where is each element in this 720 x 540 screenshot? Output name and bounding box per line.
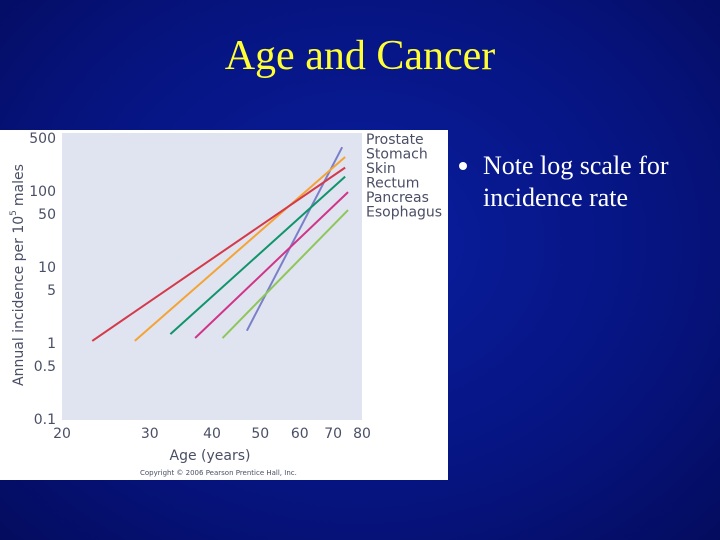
bullet: Note log scale for incidence rate — [455, 150, 720, 214]
series-line — [221, 209, 349, 339]
x-axis-title: Age (years) — [170, 448, 251, 464]
legend-label: Rectum — [366, 176, 419, 192]
y-tick-label: 500 — [29, 131, 56, 147]
legend-label: Stomach — [366, 147, 428, 163]
y-tick-label: 100 — [29, 184, 56, 200]
x-tick-label: 20 — [53, 426, 71, 442]
x-tick-label: 80 — [353, 426, 371, 442]
series-line — [246, 146, 344, 332]
series-line — [91, 166, 346, 342]
series-line — [194, 191, 349, 339]
legend-label: Pancreas — [366, 190, 429, 206]
x-tick-label: 60 — [291, 426, 309, 442]
slide-title: Age and Cancer — [224, 33, 496, 79]
plot-area — [62, 133, 362, 420]
y-tick-label: 0.5 — [34, 359, 56, 375]
y-tick-label: 0.1 — [34, 412, 56, 428]
x-tick-label: 30 — [141, 426, 159, 442]
y-tick-label: 5 — [47, 283, 56, 299]
y-tick-label: 10 — [38, 260, 56, 276]
y-axis-title-end: males — [11, 164, 27, 206]
x-tick-label: 70 — [324, 426, 342, 442]
y-axis-title: Annual incidence per 105 males — [9, 164, 28, 386]
y-axis-title-sup: 5 — [9, 210, 19, 216]
legend-label: Prostate — [366, 132, 424, 148]
y-tick-label: 1 — [47, 336, 56, 352]
y-tick-label: 50 — [38, 207, 56, 223]
series-line — [169, 175, 346, 335]
y-axis-title-main: Annual incidence per 10 — [11, 216, 27, 386]
legend-label: Esophagus — [366, 205, 442, 221]
x-tick-label: 40 — [203, 426, 221, 442]
legend-label: Skin — [366, 161, 396, 177]
x-tick-label: 50 — [251, 426, 269, 442]
copyright: Copyright © 2006 Pearson Prentice Hall, … — [140, 469, 297, 477]
series-line — [134, 156, 346, 342]
chart: Age (years) Annual incidence per 105male… — [0, 130, 448, 480]
